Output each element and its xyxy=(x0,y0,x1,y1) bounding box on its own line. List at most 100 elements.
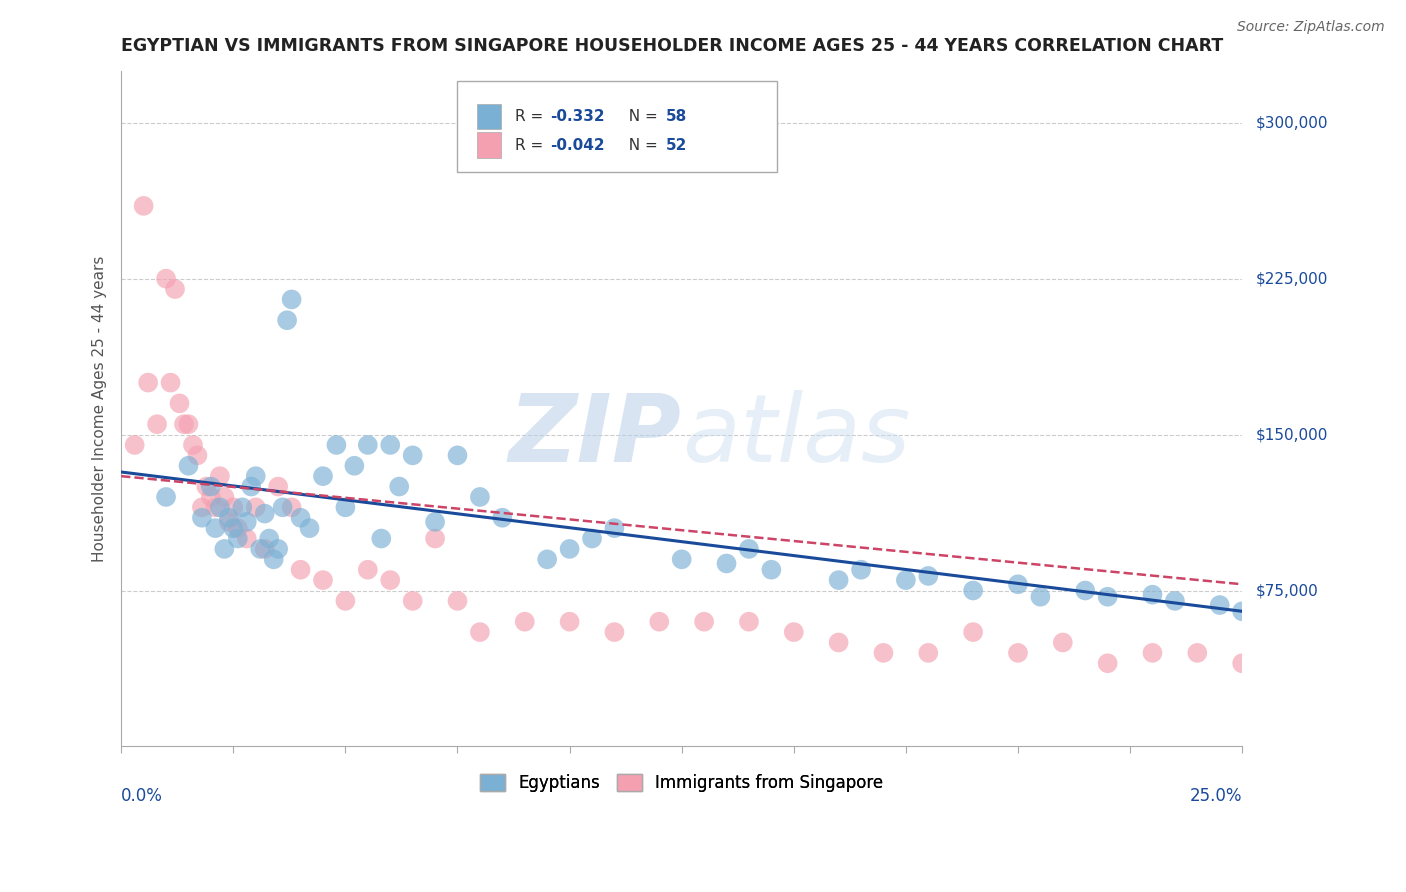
Point xyxy=(155,271,177,285)
Text: $300,000: $300,000 xyxy=(1256,115,1329,130)
Point xyxy=(423,532,446,546)
Point xyxy=(204,521,226,535)
Point xyxy=(155,490,177,504)
Text: R =: R = xyxy=(515,109,548,124)
Point xyxy=(1007,646,1029,660)
Point xyxy=(1164,594,1187,608)
Point xyxy=(402,448,425,462)
Point xyxy=(716,557,738,571)
Y-axis label: Householder Income Ages 25 - 44 years: Householder Income Ages 25 - 44 years xyxy=(93,255,107,562)
Point xyxy=(267,479,290,493)
Point xyxy=(357,563,380,577)
Point xyxy=(240,479,263,493)
Point xyxy=(1074,583,1097,598)
Point xyxy=(159,376,181,390)
Point xyxy=(1007,577,1029,591)
Point xyxy=(263,552,285,566)
Point xyxy=(761,563,783,577)
Point xyxy=(200,490,222,504)
Point xyxy=(312,573,335,587)
Text: 0.0%: 0.0% xyxy=(121,787,163,805)
Point xyxy=(325,438,347,452)
Point xyxy=(257,532,280,546)
Text: Source: ZipAtlas.com: Source: ZipAtlas.com xyxy=(1237,20,1385,34)
Point xyxy=(380,438,402,452)
Point xyxy=(271,500,294,515)
Point xyxy=(388,479,411,493)
Text: 52: 52 xyxy=(666,137,688,153)
Point xyxy=(1142,588,1164,602)
Point xyxy=(312,469,335,483)
Point xyxy=(236,515,259,529)
Point xyxy=(513,615,536,629)
Point xyxy=(1187,646,1209,660)
Text: atlas: atlas xyxy=(682,390,910,481)
Point xyxy=(173,417,195,432)
Point xyxy=(558,615,581,629)
Point xyxy=(468,625,491,640)
Point xyxy=(446,594,468,608)
Point xyxy=(245,469,267,483)
Text: N =: N = xyxy=(619,109,662,124)
Point xyxy=(222,521,245,535)
Point xyxy=(962,583,984,598)
Point xyxy=(169,396,191,410)
Point xyxy=(827,635,849,649)
Point xyxy=(132,199,155,213)
Point xyxy=(191,510,214,524)
Point xyxy=(648,615,671,629)
Point xyxy=(380,573,402,587)
Point xyxy=(276,313,298,327)
Point xyxy=(236,532,259,546)
Point xyxy=(280,293,302,307)
Point xyxy=(1209,598,1232,612)
Point xyxy=(783,625,806,640)
Point xyxy=(200,479,222,493)
Point xyxy=(1097,590,1119,604)
Point xyxy=(136,376,159,390)
Point xyxy=(849,563,872,577)
Text: EGYPTIAN VS IMMIGRANTS FROM SINGAPORE HOUSEHOLDER INCOME AGES 25 - 44 YEARS CORR: EGYPTIAN VS IMMIGRANTS FROM SINGAPORE HO… xyxy=(121,37,1223,55)
Point xyxy=(357,438,380,452)
Point xyxy=(290,563,312,577)
Point xyxy=(1142,646,1164,660)
FancyBboxPatch shape xyxy=(477,132,501,158)
Point xyxy=(186,448,208,462)
Point xyxy=(208,469,231,483)
Point xyxy=(181,438,204,452)
Point xyxy=(581,532,603,546)
Text: 25.0%: 25.0% xyxy=(1189,787,1241,805)
Point xyxy=(253,507,276,521)
Point xyxy=(177,458,200,473)
Point xyxy=(917,646,939,660)
Point xyxy=(693,615,716,629)
Point xyxy=(446,448,468,462)
Point xyxy=(146,417,169,432)
Point xyxy=(226,532,249,546)
Point xyxy=(214,490,236,504)
Text: -0.042: -0.042 xyxy=(551,137,605,153)
Point xyxy=(603,521,626,535)
Text: ZIP: ZIP xyxy=(509,390,682,482)
Point xyxy=(280,500,302,515)
Point xyxy=(208,500,231,515)
Point xyxy=(962,625,984,640)
Point xyxy=(298,521,321,535)
Text: R =: R = xyxy=(515,137,548,153)
Point xyxy=(917,569,939,583)
Point xyxy=(218,515,240,529)
Point xyxy=(1029,590,1052,604)
Point xyxy=(267,541,290,556)
Point xyxy=(491,510,513,524)
Point xyxy=(423,515,446,529)
FancyBboxPatch shape xyxy=(457,81,778,172)
FancyBboxPatch shape xyxy=(477,103,501,129)
Point xyxy=(335,500,357,515)
Point xyxy=(231,500,253,515)
Point xyxy=(290,510,312,524)
Point xyxy=(1097,657,1119,671)
Point xyxy=(872,646,894,660)
Text: $225,000: $225,000 xyxy=(1256,271,1329,286)
Point xyxy=(124,438,146,452)
Point xyxy=(1230,657,1253,671)
